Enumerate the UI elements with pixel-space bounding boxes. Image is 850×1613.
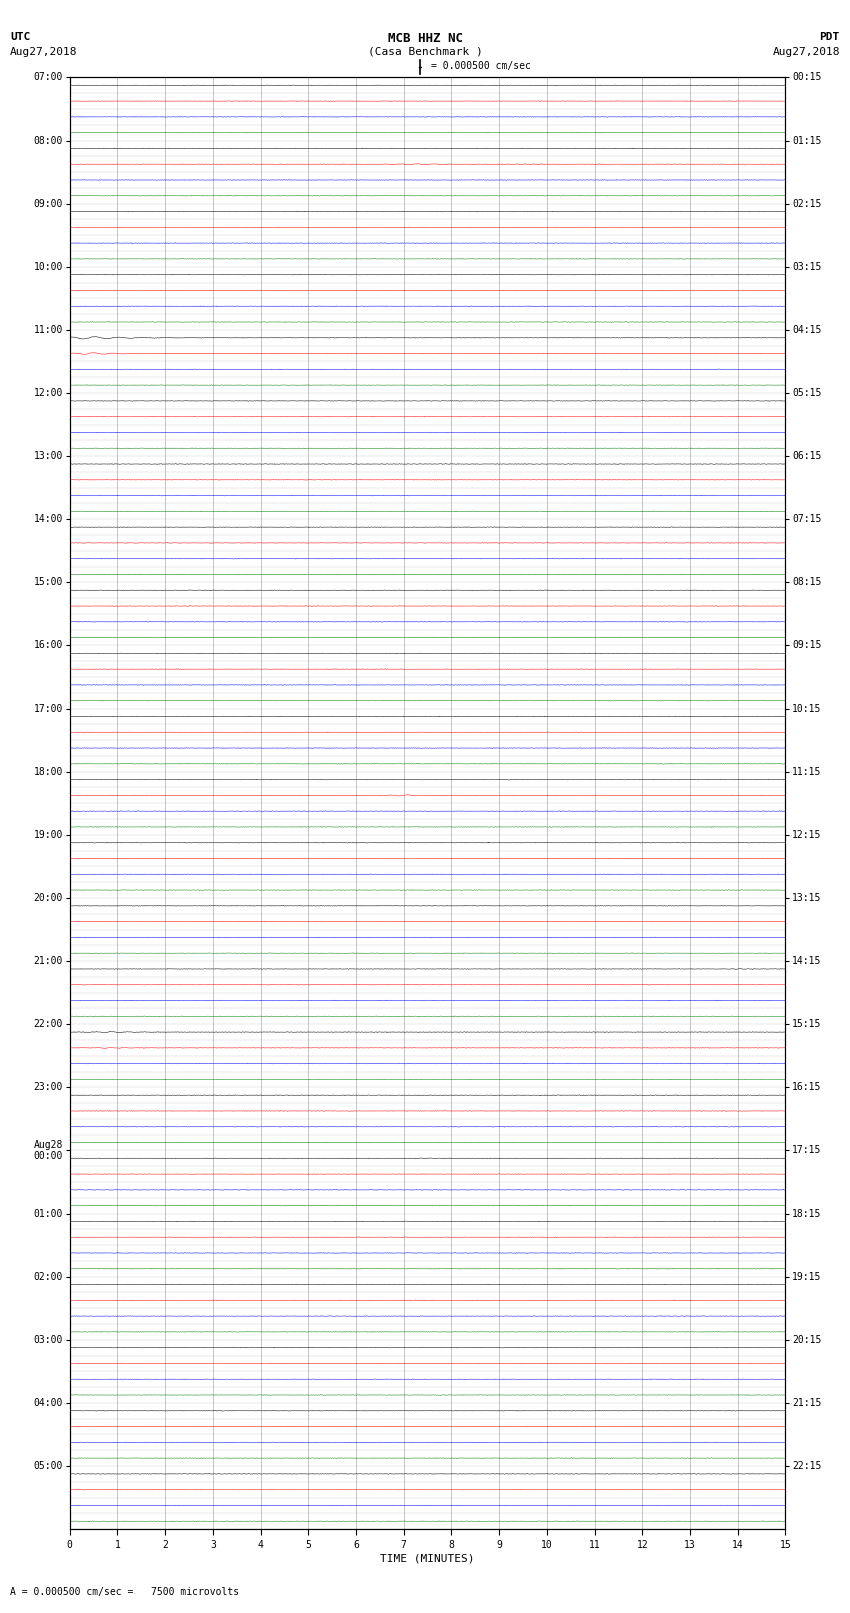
Text: Aug27,2018: Aug27,2018 [10,47,77,56]
Text: PDT: PDT [819,32,840,42]
Text: UTC: UTC [10,32,31,42]
Text: (Casa Benchmark ): (Casa Benchmark ) [367,47,483,56]
Text: Aug27,2018: Aug27,2018 [773,47,840,56]
X-axis label: TIME (MINUTES): TIME (MINUTES) [380,1553,475,1563]
Text: A = 0.000500 cm/sec =   7500 microvolts: A = 0.000500 cm/sec = 7500 microvolts [10,1587,240,1597]
Text: MCB HHZ NC: MCB HHZ NC [388,32,462,45]
Text: = 0.000500 cm/sec: = 0.000500 cm/sec [431,61,530,71]
